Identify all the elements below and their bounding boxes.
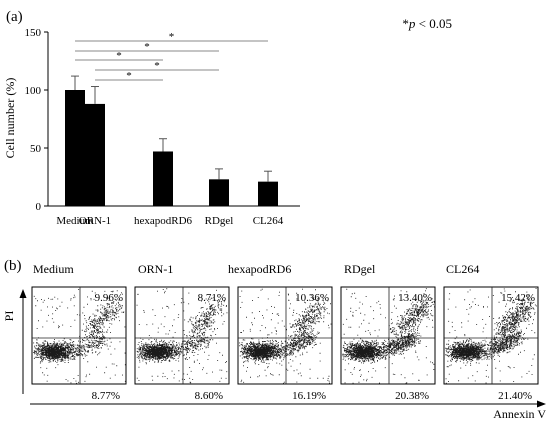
significance-star: * (154, 60, 160, 72)
panel-a-label: (a) (6, 9, 23, 25)
flow-plot-title: ORN-1 (138, 262, 173, 276)
upper-right-percent: 9.96% (95, 292, 123, 304)
upper-right-percent: 10.36% (295, 292, 329, 304)
y-tick-label: 50 (30, 143, 42, 155)
pi-axis-arrowhead (19, 289, 27, 298)
flow-plot-title: RDgel (344, 262, 376, 276)
lower-right-percent: 8.77% (92, 390, 120, 402)
x-tick-label: Medium (56, 215, 94, 227)
flow-plot-title: hexapodRD6 (228, 262, 291, 276)
flow-dot-path (342, 288, 435, 384)
flow-dot-path (33, 289, 126, 384)
upper-right-percent: 15.42% (501, 292, 535, 304)
lower-right-percent: 8.60% (195, 390, 223, 402)
bar (209, 179, 229, 206)
significance-star: * (126, 70, 132, 82)
x-tick-label: ORN-1 (79, 215, 111, 227)
flow-plot-title: CL264 (446, 262, 479, 276)
flow-plot-frame (237, 286, 333, 385)
flow-dot-path (445, 288, 537, 384)
y-tick-label: 0 (36, 201, 42, 213)
flow-cytometry-panels: Medium9.96%8.77%ORN-18.71%8.60%hexapodRD… (31, 262, 539, 402)
bar (153, 151, 173, 206)
annexin-axis-arrowhead (537, 400, 546, 408)
lower-right-percent: 16.19% (292, 390, 326, 402)
significance-star: * (169, 31, 175, 43)
pi-axis-label: PI (2, 311, 16, 322)
flow-dots (342, 288, 435, 384)
lower-right-percent: 20.38% (395, 390, 429, 402)
panel-b-label: (b) (4, 258, 22, 274)
significance-note: *p < 0.05 (402, 16, 452, 31)
bar (85, 103, 105, 206)
x-tick-label: hexapodRD6 (134, 215, 193, 227)
x-tick-label: RDgel (205, 215, 234, 227)
flow-dots (445, 288, 537, 384)
significance-star: * (144, 41, 150, 53)
annexin-axis-label: Annexin V (493, 407, 546, 421)
flow-dot-path (136, 288, 228, 384)
y-tick-label: 150 (25, 27, 42, 39)
x-tick-label: CL264 (253, 215, 284, 227)
flow-plot-frame (31, 286, 127, 385)
significance-brackets: * * * * * (75, 31, 268, 82)
bar (258, 181, 278, 206)
significance-star: * (116, 50, 122, 62)
flow-dots (136, 288, 228, 384)
lower-right-percent: 21.40% (498, 390, 532, 402)
y-tick-label: 100 (25, 85, 42, 97)
flow-plot-frame (340, 286, 436, 385)
bar (65, 90, 85, 206)
flow-plot-title: Medium (33, 262, 74, 276)
y-axis-label: Cell number (%) (3, 78, 17, 159)
flow-plot-frame (134, 286, 230, 385)
flow-dots (33, 289, 126, 384)
